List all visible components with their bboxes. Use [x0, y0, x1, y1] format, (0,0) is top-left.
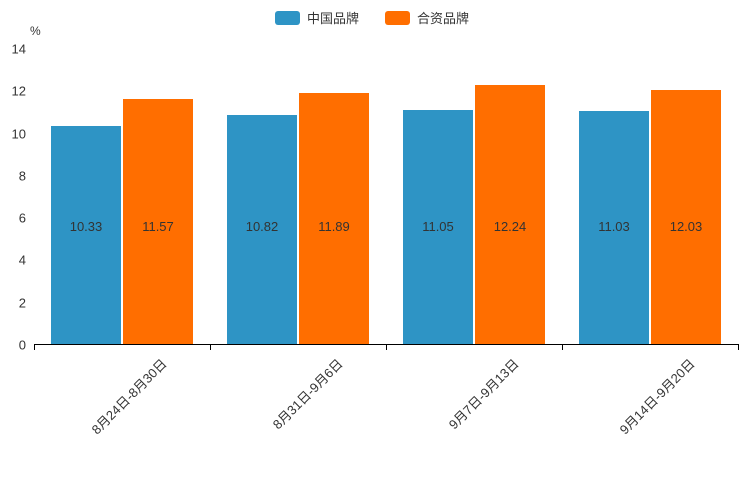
bar-中国品牌: [403, 110, 473, 344]
bar-合资品牌: [475, 85, 545, 344]
bar-value-label: 12.24: [493, 219, 527, 234]
y-tick-label: 4: [18, 252, 26, 268]
y-tick-label: 10: [11, 126, 26, 142]
y-tick-label: 0: [18, 337, 26, 353]
legend-label: 中国品牌: [306, 11, 359, 26]
y-axis-unit-label: %: [30, 24, 41, 38]
bar-value-label: 11.05: [422, 219, 454, 234]
x-axis-tick: [737, 344, 739, 350]
bar-value-label: 12.03: [669, 219, 703, 234]
bar-中国品牌: [579, 110, 649, 344]
legend-swatch-icon: [274, 10, 300, 25]
x-axis-tick: [385, 344, 387, 350]
legend-swatch-icon: [385, 10, 410, 25]
y-axis: 0 2 4 6 8 10 12 14: [0, 42, 30, 353]
bar-value-label: 11.89: [318, 219, 350, 234]
bar-中国品牌: [51, 125, 121, 344]
chart-legend: 中国品牌 合资品牌: [0, 8, 744, 27]
legend-item[interactable]: 合资品牌: [385, 8, 469, 27]
bar-合资品牌: [123, 99, 193, 344]
x-tick-label: 8月31日-9月6日: [269, 356, 346, 433]
legend-label: 合资品牌: [417, 11, 470, 26]
bar-中国品牌: [227, 115, 297, 344]
y-tick-label: 14: [11, 41, 26, 57]
bar-value-label: 10.82: [245, 219, 279, 234]
y-tick-label: 2: [18, 295, 26, 311]
bar-value-label: 11.57: [142, 219, 174, 234]
bar-value-label: 10.33: [69, 219, 103, 234]
bar-合资品牌: [651, 89, 721, 344]
x-axis-tick: [33, 344, 35, 350]
bar-合资品牌: [299, 92, 369, 344]
x-axis-tick: [209, 344, 211, 350]
x-tick-label: 9月7日-9月13日: [445, 356, 522, 433]
x-tick-label: 8月24日-8月30日: [88, 356, 170, 438]
y-tick-label: 12: [11, 83, 26, 99]
x-tick-label: 9月14日-9月20日: [616, 356, 698, 438]
y-tick-label: 8: [18, 168, 26, 184]
x-axis-tick: [561, 344, 563, 350]
legend-item[interactable]: 中国品牌: [274, 8, 359, 27]
bar-value-label: 11.03: [598, 219, 630, 234]
y-tick-label: 6: [18, 210, 26, 226]
plot-area: 10.33 11.57 8月24日-8月30日 10.82 11.89 8月31日-9月6…: [33, 48, 739, 437]
